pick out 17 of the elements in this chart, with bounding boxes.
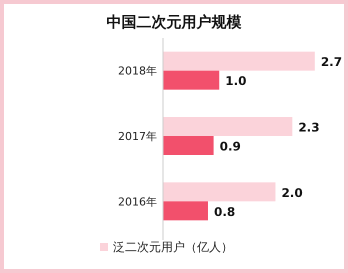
data-label: 1.0 xyxy=(225,74,246,88)
data-label: 2.0 xyxy=(281,186,303,200)
y-tick-label: 2018年 xyxy=(118,64,157,78)
bar xyxy=(163,52,315,71)
bar xyxy=(163,136,214,155)
data-label: 2.3 xyxy=(298,120,320,134)
bar xyxy=(163,70,220,90)
bar xyxy=(163,201,208,220)
bar xyxy=(163,117,292,136)
data-label: 2.7 xyxy=(320,55,342,70)
legend-label: 泛二次元用户（亿人） xyxy=(113,240,233,254)
bar xyxy=(163,182,276,202)
data-label: 0.9 xyxy=(220,140,241,154)
y-tick-label: 2016年 xyxy=(118,195,157,208)
data-label: 0.8 xyxy=(214,204,236,219)
chart-title: 中国二次元用户规模 xyxy=(106,13,242,31)
y-tick-label: 2017年 xyxy=(118,130,157,143)
